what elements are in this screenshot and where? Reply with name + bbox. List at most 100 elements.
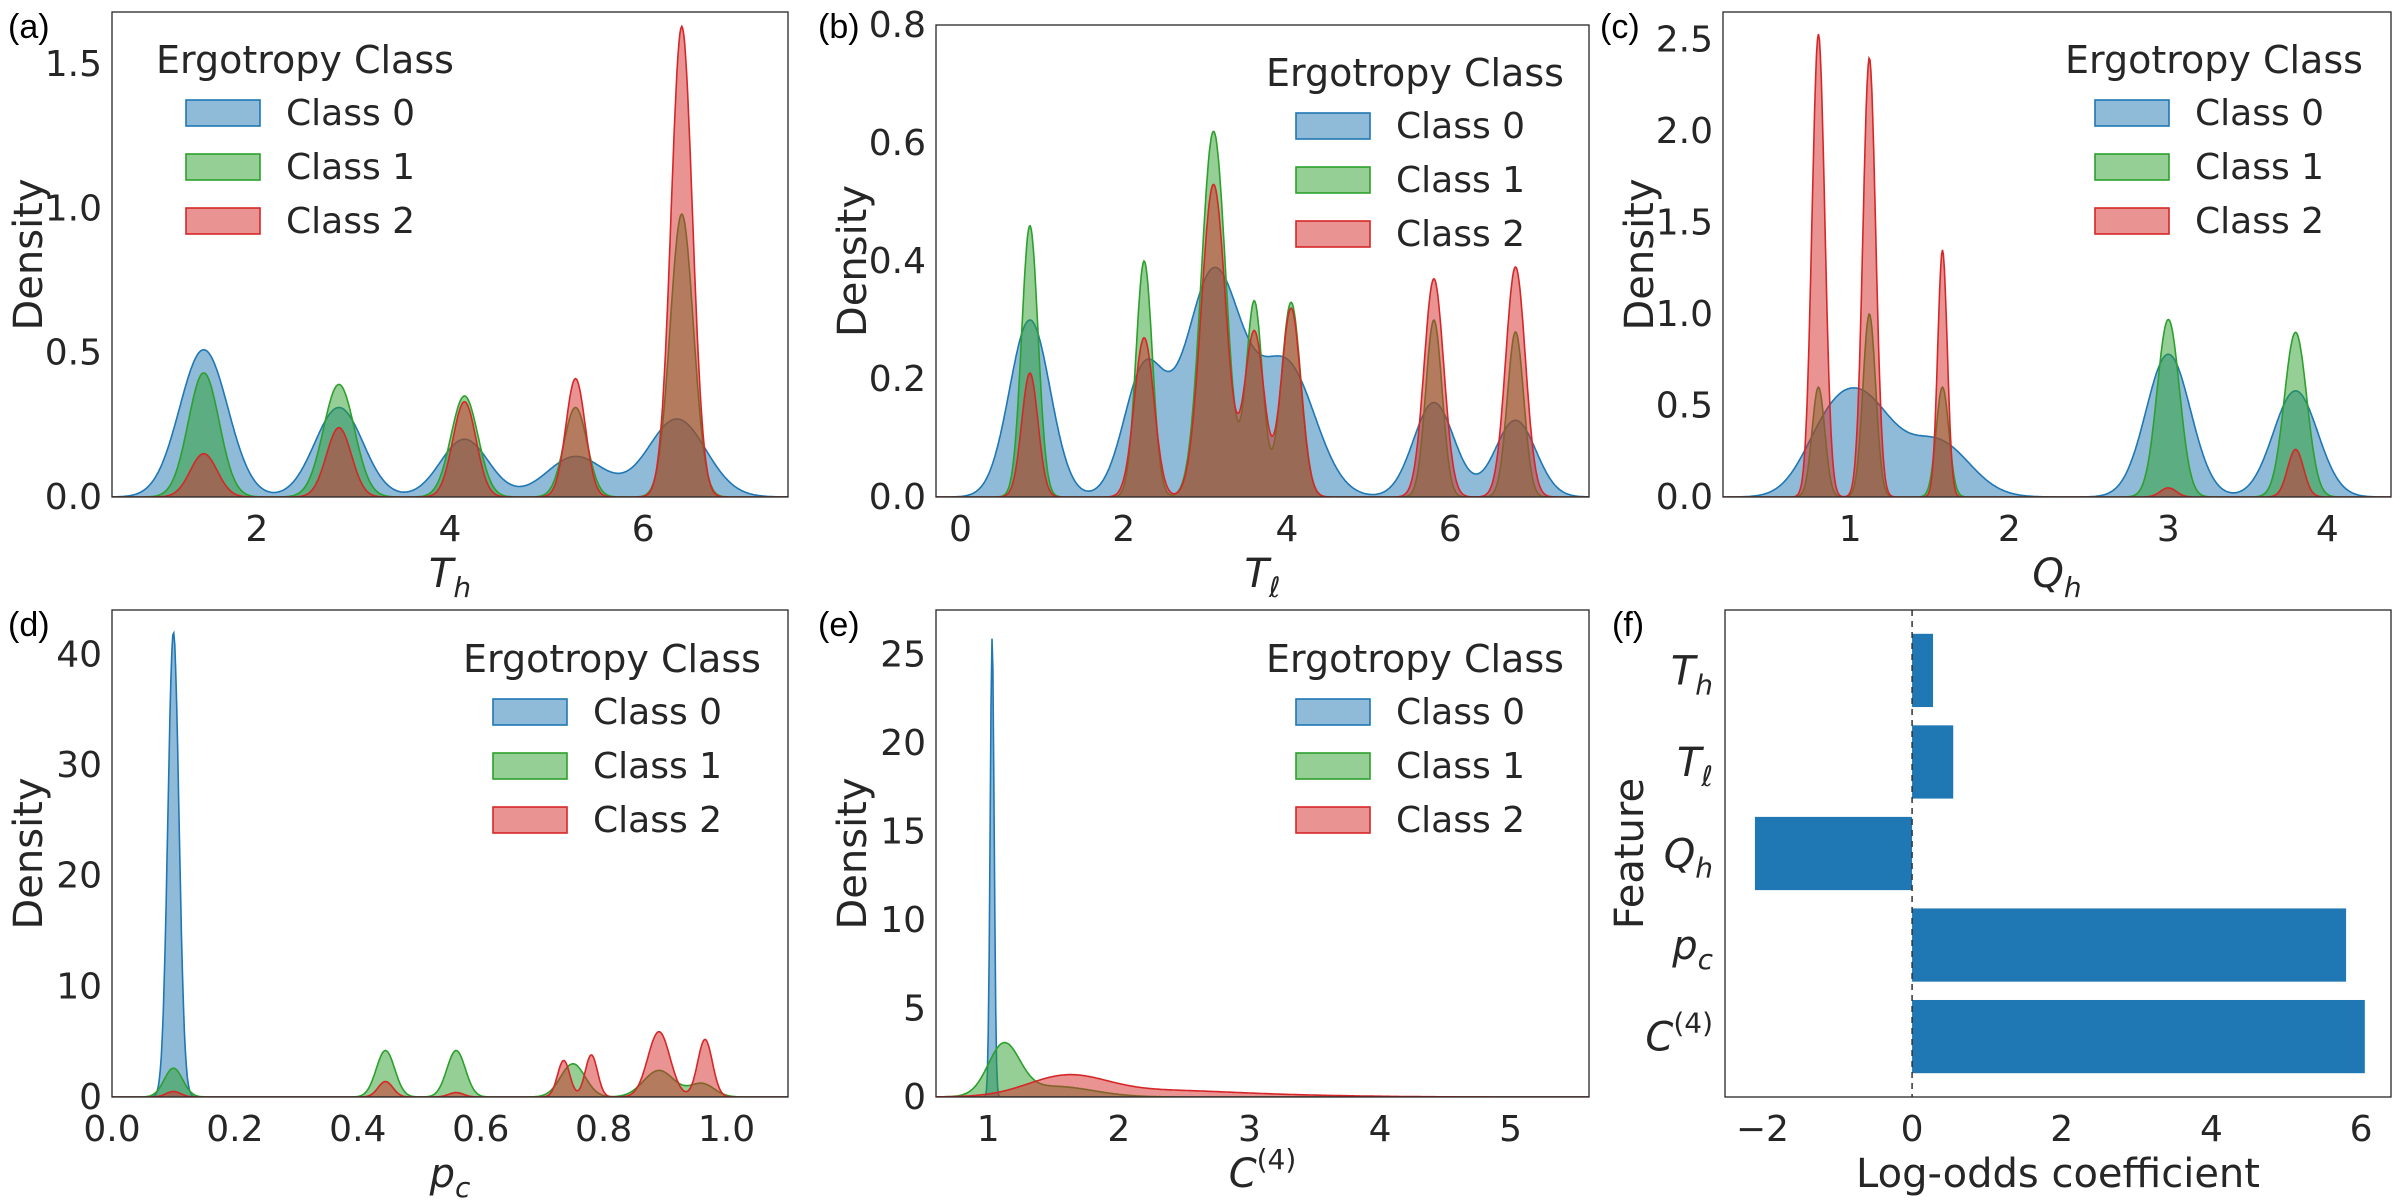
y-tick-label: 0.6 <box>869 123 926 164</box>
legend-swatch-class-1 <box>185 153 261 181</box>
panel-label: (b) <box>818 8 860 46</box>
legend-swatch-class-1 <box>492 752 568 780</box>
panel-label: (f) <box>1612 606 1644 644</box>
coef-bar <box>1912 908 2347 982</box>
y-tick-label: 0.8 <box>869 5 926 46</box>
legend-swatch-class-2 <box>1295 220 1371 248</box>
x-axis-label-base: Q <box>2032 551 2063 597</box>
legend: Ergotropy Class Class 0 Class 1 Class 2 <box>463 637 761 841</box>
y-tick-label: 0.5 <box>1656 385 1713 426</box>
legend-swatch-class-2 <box>492 806 568 834</box>
x-tick-label: 6 <box>632 509 655 550</box>
axes-frame <box>935 609 1590 1098</box>
panel-label: (e) <box>818 606 860 644</box>
axes-frame <box>111 11 789 498</box>
legend-label-class-1: Class 1 <box>593 746 722 787</box>
coef-bar <box>1912 633 1934 708</box>
panel-label: (d) <box>8 606 50 644</box>
feature-label-sub: h <box>1695 852 1713 885</box>
y-tick-label: 0.5 <box>45 333 102 374</box>
y-tick-label: 0 <box>903 1077 926 1118</box>
feature-label-base: p <box>1671 923 1697 969</box>
legend-title: Ergotropy Class <box>463 637 761 681</box>
plot-area <box>112 630 788 1097</box>
x-axis-label-sup: (4) <box>1257 1143 1297 1176</box>
x-tick-label: 0.6 <box>452 1109 509 1150</box>
x-tick-label: 1.0 <box>698 1109 755 1150</box>
legend-swatch-class-0 <box>2094 99 2170 127</box>
legend-label-class-0: Class 0 <box>1396 692 1525 733</box>
y-tick-label: 0.0 <box>45 477 102 518</box>
density-fill-class-0 <box>1723 354 2391 497</box>
legend-swatch-class-0 <box>492 698 568 726</box>
x-tick-label: 2 <box>1107 1109 1130 1150</box>
x-tick-label: 4 <box>439 509 462 550</box>
legend-label-class-0: Class 0 <box>286 93 415 134</box>
legend-label-class-0: Class 0 <box>2195 93 2324 134</box>
panel-b: (b) 0.0 0.2 0.4 0.6 0.8 Density Ergotropy Class… <box>818 5 1590 604</box>
x-tick-label: 6 <box>1439 509 1462 550</box>
legend-label-class-2: Class 2 <box>593 800 722 841</box>
x-tick-label: 4 <box>1369 1109 1392 1150</box>
y-tick-label: 0.4 <box>869 241 926 282</box>
feature-label: Tℓ <box>1677 740 1713 793</box>
density-line-class-0 <box>936 266 1589 497</box>
x-tick-label: 4 <box>2200 1109 2223 1150</box>
legend-label-class-2: Class 2 <box>1396 214 1525 255</box>
axes-frame <box>1722 11 2392 498</box>
legend-swatch-class-0 <box>185 99 261 127</box>
legend-label-class-1: Class 1 <box>286 147 415 188</box>
x-tick-label: 3 <box>1238 1109 1261 1150</box>
legend-title: Ergotropy Class <box>156 38 454 82</box>
legend-label-class-1: Class 1 <box>1396 746 1525 787</box>
x-axis-label-base: C <box>1229 1151 1257 1197</box>
legend: Ergotropy Class Class 0 Class 1 Class 2 <box>156 38 454 242</box>
legend-swatch-class-2 <box>185 207 261 235</box>
y-axis-label: Density <box>6 777 52 929</box>
coef-bar <box>1754 816 1913 891</box>
x-tick-label: 2 <box>245 509 268 550</box>
feature-label-base: T <box>1677 740 1705 786</box>
x-tick-label: 0 <box>1901 1109 1924 1150</box>
coef-bar <box>1912 725 1954 799</box>
x-tick-label: 0.4 <box>329 1109 386 1150</box>
density-line-class-2 <box>112 24 788 497</box>
y-tick-label: 10 <box>56 966 102 1007</box>
panel-label: (a) <box>8 8 50 46</box>
x-axis-label: Tℓ <box>1244 551 1280 604</box>
legend-label-class-2: Class 2 <box>2195 201 2324 242</box>
legend-label-class-0: Class 0 <box>1396 106 1525 147</box>
legend-swatch-class-2 <box>2094 207 2170 235</box>
x-axis-label-sub: h <box>2064 571 2082 604</box>
legend-label-class-1: Class 1 <box>2195 147 2324 188</box>
y-tick-label: 15 <box>880 811 926 852</box>
feature-label-sub: h <box>1695 668 1713 701</box>
y-tick-label: 0.2 <box>869 359 926 400</box>
panel-d: (d) 0 10 20 30 40 Density Ergotropy Class Class … <box>6 606 789 1200</box>
x-tick-label: 2 <box>1998 509 2021 550</box>
x-tick-label: 1 <box>977 1109 1000 1150</box>
feature-label: Th <box>1671 648 1713 701</box>
plot-area <box>1723 33 2391 497</box>
y-tick-label: 0 <box>79 1077 102 1118</box>
x-axis-label: Qh <box>2032 551 2081 604</box>
legend-swatch-class-2 <box>1295 806 1371 834</box>
legend: Ergotropy Class Class 0 Class 1 Class 2 <box>2065 38 2363 242</box>
x-axis-label-sub: c <box>455 1171 471 1200</box>
x-tick-label: 2 <box>2050 1109 2073 1150</box>
x-axis-label: pc <box>429 1151 471 1200</box>
density-fill-class-2 <box>936 1074 1589 1097</box>
x-axis-label-base: p <box>429 1151 455 1197</box>
x-axis-label-sub: h <box>453 571 471 604</box>
panel-label: (c) <box>1600 8 1640 46</box>
x-tick-label: 4 <box>1276 509 1299 550</box>
coef-bar <box>1912 999 2365 1074</box>
density-fill-class-2 <box>936 184 1589 497</box>
legend-swatch-class-0 <box>1295 112 1371 140</box>
y-tick-label: 10 <box>880 900 926 941</box>
x-axis-label-sub: ℓ <box>1268 571 1281 604</box>
y-axis-label: Density <box>830 185 876 337</box>
